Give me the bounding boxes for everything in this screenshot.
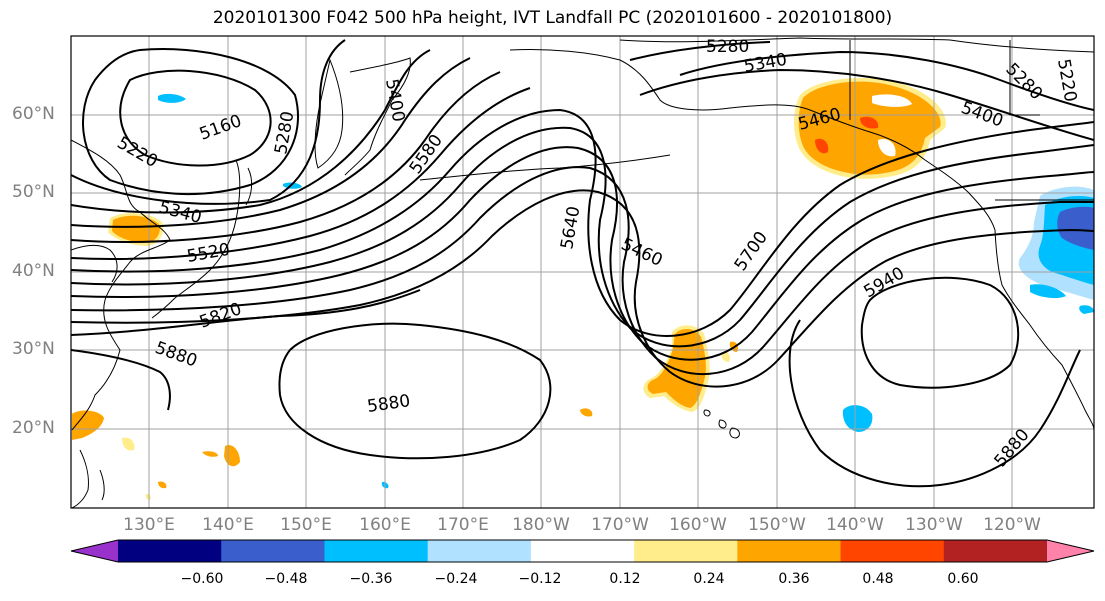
colorbar-extend-high: [1047, 540, 1094, 562]
colorbar-box: [737, 540, 842, 562]
lon-label: 130°W: [905, 515, 963, 535]
lon-label: 170°E: [437, 515, 489, 535]
lon-label: 150°E: [280, 515, 332, 535]
graticule: [71, 36, 1094, 508]
lat-label: 20°N: [12, 418, 55, 438]
colorbar: [70, 539, 1095, 563]
colorbar-box: [840, 540, 945, 562]
lat-label: 60°N: [12, 104, 55, 124]
lon-label: 160°E: [359, 515, 411, 535]
map-title: 2020101300 F042 500 hPa height, IVT Land…: [212, 8, 893, 28]
lon-label: 140°W: [826, 515, 884, 535]
lon-label: 150°W: [748, 515, 806, 535]
lon-label: 160°W: [669, 515, 727, 535]
colorbar-tick-label: −0.60: [180, 571, 224, 587]
lat-label: 30°N: [12, 339, 55, 359]
lat-label: 50°N: [12, 182, 55, 202]
lon-label: 120°W: [983, 515, 1041, 535]
map-frame: [70, 35, 1095, 509]
colorbar-tick-label: 0.24: [693, 571, 725, 587]
colorbar-tick-label: 0.36: [778, 571, 810, 587]
colorbar-tick-label: 0.12: [609, 571, 641, 587]
colorbar-tick-label: 0.60: [947, 571, 979, 587]
colorbar-tick-label: 0.48: [862, 571, 894, 587]
lon-label: 180°W: [512, 515, 570, 535]
colorbar-tick-label: −0.24: [434, 571, 478, 587]
colorbar-tick-label: −0.48: [264, 571, 308, 587]
colorbar-extend-low: [71, 540, 118, 562]
colorbar-box: [943, 540, 1048, 562]
colorbar-tick-label: −0.12: [518, 571, 562, 587]
colorbar-box: [530, 540, 635, 562]
lon-label: 130°E: [123, 515, 175, 535]
colorbar-box: [427, 540, 532, 562]
lon-label: 140°E: [202, 515, 254, 535]
height-contours: [71, 39, 1094, 488]
colorbar-box: [634, 540, 738, 562]
lon-label: 170°W: [591, 515, 649, 535]
colorbar-box: [324, 540, 429, 562]
contour-label: 5280: [706, 37, 749, 57]
colorbar-outline: [70, 539, 1095, 563]
colorbar-tick-label: −0.36: [349, 571, 393, 587]
lat-label: 40°N: [12, 261, 55, 281]
colorbar-box: [118, 540, 222, 562]
coastlines: [71, 37, 1094, 508]
colorbar-box: [221, 540, 325, 562]
